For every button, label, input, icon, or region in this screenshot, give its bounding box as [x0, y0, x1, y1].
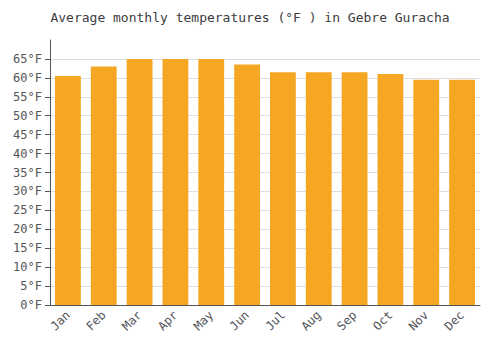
svg-text:Dec: Dec — [442, 308, 467, 333]
svg-text:May: May — [191, 308, 216, 333]
svg-text:60°F: 60°F — [13, 71, 42, 85]
svg-text:55°F: 55°F — [13, 90, 42, 104]
svg-text:Jan: Jan — [48, 308, 73, 333]
svg-text:Oct: Oct — [370, 308, 395, 333]
svg-text:45°F: 45°F — [13, 128, 42, 142]
svg-text:35°F: 35°F — [13, 166, 42, 180]
svg-text:25°F: 25°F — [13, 203, 42, 217]
svg-text:Average monthly temperatures (: Average monthly temperatures (°F ) in Ge… — [50, 10, 449, 25]
svg-text:Jun: Jun — [227, 308, 252, 333]
svg-text:30°F: 30°F — [13, 184, 42, 198]
svg-text:40°F: 40°F — [13, 147, 42, 161]
svg-text:10°F: 10°F — [13, 260, 42, 274]
svg-text:15°F: 15°F — [13, 241, 42, 255]
svg-text:Aug: Aug — [298, 308, 323, 333]
svg-text:0°F: 0°F — [20, 298, 42, 312]
svg-text:Jul: Jul — [263, 308, 288, 333]
svg-text:50°F: 50°F — [13, 109, 42, 123]
svg-text:Mar: Mar — [119, 308, 144, 333]
svg-text:Sep: Sep — [334, 308, 359, 333]
svg-text:5°F: 5°F — [20, 279, 42, 293]
svg-text:Feb: Feb — [83, 308, 108, 333]
svg-text:Apr: Apr — [155, 308, 180, 333]
svg-text:65°F: 65°F — [13, 52, 42, 66]
svg-text:Nov: Nov — [406, 308, 431, 333]
svg-text:20°F: 20°F — [13, 222, 42, 236]
